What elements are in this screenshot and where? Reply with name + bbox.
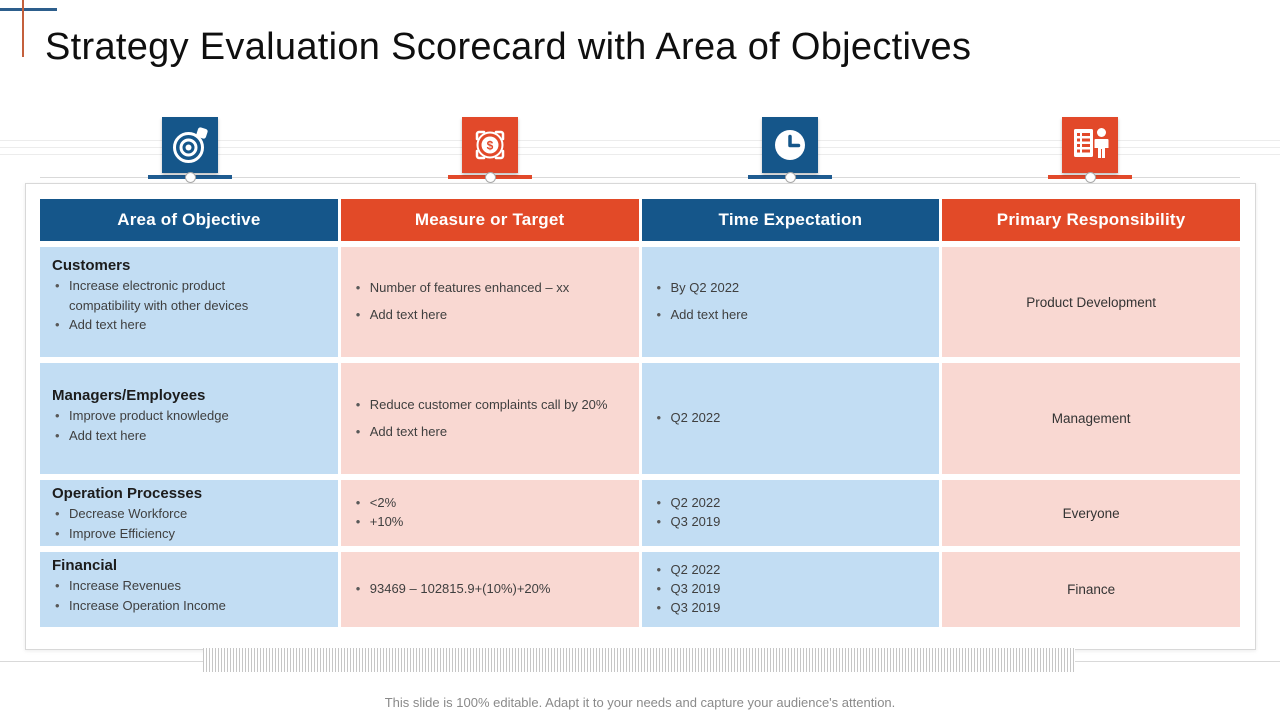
measure-cell: Reduce customer complaints call by 20% A…: [340, 363, 639, 474]
header-cell-time-expectation: Time Expectation: [641, 199, 940, 241]
background-rule-line: [0, 154, 1280, 155]
objective-bullet: Improve Efficiency: [52, 524, 283, 544]
barcode-strip: [203, 648, 1075, 672]
objective-cell: Customers Increase electronic product co…: [40, 247, 338, 357]
time-cell: By Q2 2022 Add text here: [641, 247, 940, 357]
header-cell-measure-or-target: Measure or Target: [340, 199, 639, 241]
header-cell-area-of-objective: Area of Objective: [40, 199, 338, 241]
page-title: Strategy Evaluation Scorecard with Area …: [45, 26, 972, 68]
deco-line-horizontal: [0, 8, 57, 11]
responsibility-cell: Management: [942, 363, 1240, 474]
measure-bullet: Number of features enhanced – xx: [353, 275, 631, 302]
measure-bullet: +10%: [353, 513, 631, 532]
measure-bullet: Reduce customer complaints call by 20%: [353, 392, 631, 419]
time-bullet: Q2 2022: [654, 405, 932, 432]
objective-title: Operation Processes: [52, 485, 203, 502]
measure-bullet: Add text here: [353, 302, 631, 329]
objective-title: Financial: [52, 557, 118, 574]
responsibility-cell: Finance: [942, 552, 1240, 627]
deco-line-vertical: [22, 0, 24, 57]
header-label: Time Expectation: [718, 210, 863, 229]
header-cell-primary-responsibility: Primary Responsibility: [942, 199, 1240, 241]
objective-cell: Operation Processes Decrease Workforce I…: [40, 480, 338, 546]
objective-cell: Managers/Employees Improve product knowl…: [40, 363, 338, 474]
objective-title: Customers: [52, 257, 131, 274]
responsibility-cell: Everyone: [942, 480, 1240, 546]
icon-node-dot: [485, 172, 496, 183]
header-label: Measure or Target: [414, 210, 565, 229]
header-label: Area of Objective: [117, 210, 261, 229]
time-bullet: By Q2 2022: [654, 275, 932, 302]
icon-rail-line: [40, 177, 1240, 178]
footer-note: This slide is 100% editable. Adapt it to…: [384, 695, 896, 710]
responsibility-cell: Product Development: [942, 247, 1240, 357]
time-cell: Q2 2022 Q3 2019 Q3 2019: [641, 552, 940, 627]
measure-cell: Number of features enhanced – xx Add tex…: [340, 247, 639, 357]
measure-cell: 93469 – 102815.9+(10%)+20%: [340, 552, 639, 627]
scorecard-table: Area of Objective Measure or Target Time…: [40, 199, 1240, 627]
icon-node-dot: [1085, 172, 1096, 183]
objective-title: Managers/Employees: [52, 387, 206, 404]
time-bullet: Q2 2022: [654, 494, 932, 513]
time-bullet: Q2 2022: [654, 561, 932, 580]
header-label: Primary Responsibility: [996, 210, 1186, 229]
objective-bullet: Increase electronic product compatibilit…: [52, 276, 283, 315]
objective-bullet: Add text here: [52, 426, 283, 446]
time-bullet: Add text here: [654, 302, 932, 329]
objective-bullet: Increase Revenues: [52, 576, 283, 596]
svg-text:$: $: [487, 139, 494, 153]
objective-bullet: Decrease Workforce: [52, 504, 283, 524]
clock-icon: [762, 117, 818, 173]
measure-bullet: Add text here: [353, 419, 631, 446]
measure-bullet: <2%: [353, 494, 631, 513]
icon-node-dot: [785, 172, 796, 183]
time-cell: Q2 2022: [641, 363, 940, 474]
objective-cell: Financial Increase Revenues Increase Ope…: [40, 552, 338, 627]
measure-bullet: 93469 – 102815.9+(10%)+20%: [353, 580, 631, 599]
background-rule-line: [0, 147, 1280, 148]
dollar-coin-icon: $: [462, 117, 518, 173]
time-cell: Q2 2022 Q3 2019: [641, 480, 940, 546]
target-icon: [162, 117, 218, 173]
icon-node-dot: [185, 172, 196, 183]
time-bullet: Q3 2019: [654, 513, 932, 532]
measure-cell: <2% +10%: [340, 480, 639, 546]
background-rule-line: [0, 140, 1280, 141]
report-person-icon: [1062, 117, 1118, 173]
objective-bullet: Increase Operation Income: [52, 596, 283, 616]
objective-bullet: Add text here: [52, 315, 283, 335]
time-bullet: Q3 2019: [654, 580, 932, 599]
time-bullet: Q3 2019: [654, 599, 932, 618]
objective-bullet: Improve product knowledge: [52, 406, 283, 426]
